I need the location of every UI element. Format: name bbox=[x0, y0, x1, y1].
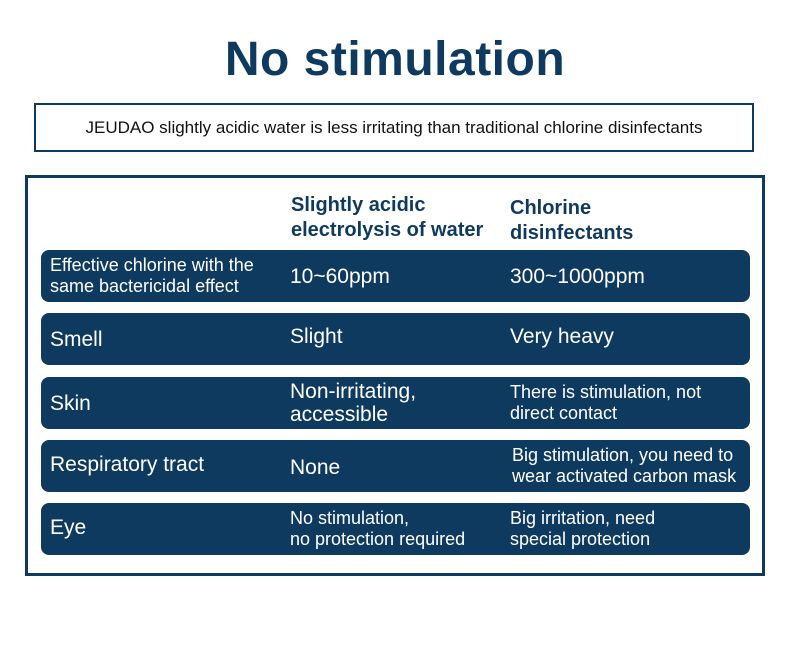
row-label: Eye bbox=[50, 516, 87, 539]
table-row-effective-chlorine: Effective chlorine with the same bacteri… bbox=[41, 250, 750, 302]
acidic-water-value: Non-irritating, accessible bbox=[290, 380, 417, 426]
acidic-water-value: Slight bbox=[290, 325, 343, 348]
acidic-water-value: 10~60ppm bbox=[290, 264, 390, 288]
acidic-water-value: None bbox=[290, 456, 341, 479]
table-row-respiratory-tract: Respiratory tract None Big stimulation, … bbox=[41, 440, 750, 492]
row-label: Smell bbox=[50, 327, 103, 351]
subtitle-box: JEUDAO slightly acidic water is less irr… bbox=[34, 103, 754, 152]
chlorine-value: Big stimulation, you need to wear activa… bbox=[512, 445, 737, 486]
acidic-water-value: No stimulation, no protection required bbox=[290, 508, 466, 549]
table-row-eye: Eye No stimulation, no protection requir… bbox=[41, 503, 750, 555]
chlorine-value: Big irritation, need special protection bbox=[510, 508, 656, 549]
chlorine-value: Very heavy bbox=[510, 325, 614, 348]
row-label: Skin bbox=[50, 391, 91, 415]
page-title: No stimulation bbox=[224, 33, 566, 86]
subtitle-text: JEUDAO slightly acidic water is less irr… bbox=[85, 117, 703, 137]
column-header-chlorine: Chlorine disinfectants bbox=[510, 197, 634, 244]
chlorine-value: 300~1000ppm bbox=[510, 264, 645, 288]
row-label: Effective chlorine with the same bacteri… bbox=[50, 255, 254, 296]
chlorine-value: There is stimulation, not direct contact bbox=[510, 382, 702, 423]
comparison-table-frame bbox=[25, 175, 765, 576]
column-header-acidic-water: Slightly acidic electrolysis of water bbox=[291, 194, 484, 241]
table-row-skin: Skin Non-irritating, accessible There is… bbox=[41, 377, 750, 429]
table-row-smell: Smell Slight Very heavy bbox=[41, 313, 750, 365]
row-label: Respiratory tract bbox=[50, 453, 205, 476]
